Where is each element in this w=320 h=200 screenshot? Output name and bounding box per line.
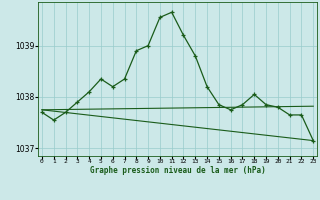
X-axis label: Graphe pression niveau de la mer (hPa): Graphe pression niveau de la mer (hPa) bbox=[90, 166, 266, 175]
